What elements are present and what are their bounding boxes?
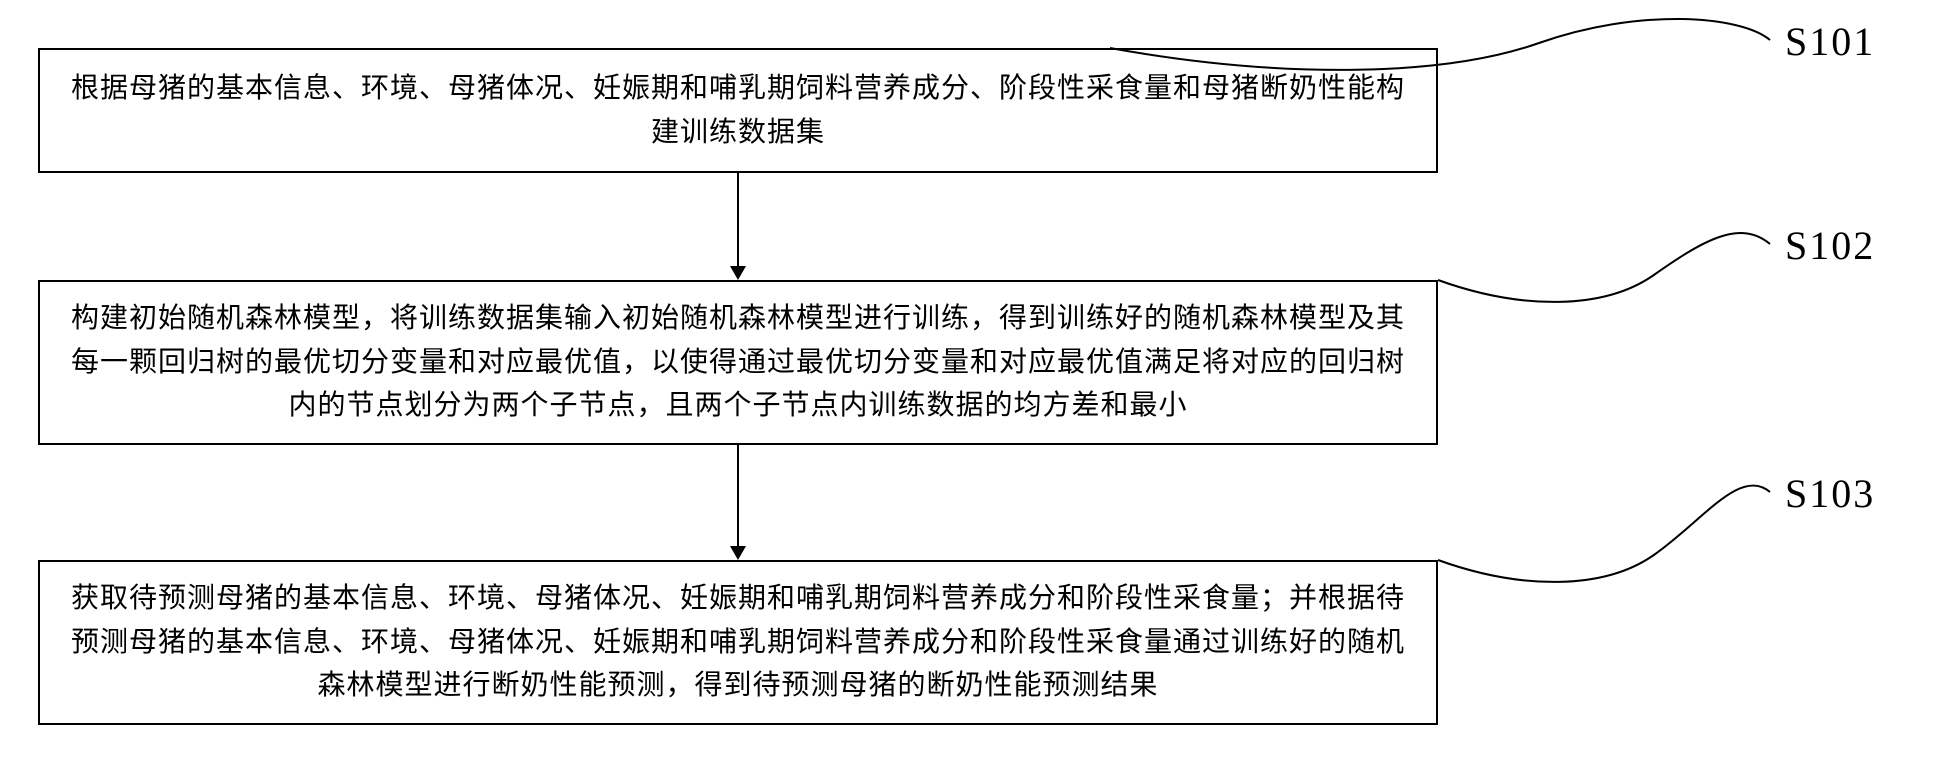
step-label-s102: S102 [1785,222,1875,269]
step-box-s102: 构建初始随机森林模型，将训练数据集输入初始随机森林模型进行训练，得到训练好的随机… [38,280,1438,445]
arrow-line-1 [737,173,739,266]
flowchart-canvas: 根据母猪的基本信息、环境、母猪体况、妊娠期和哺乳期饲料营养成分、阶段性采食量和母… [0,0,1935,770]
callout-curve-s101 [1100,0,1780,88]
arrow-head-2 [730,546,746,560]
arrow-head-1 [730,266,746,280]
step-label-s103: S103 [1785,470,1875,517]
callout-curve-s103 [1428,452,1780,600]
step-text-s103: 获取待预测母猪的基本信息、环境、母猪体况、妊娠期和哺乳期饲料营养成分和阶段性采食… [60,577,1416,707]
callout-curve-s102 [1428,204,1780,320]
step-text-s102: 构建初始随机森林模型，将训练数据集输入初始随机森林模型进行训练，得到训练好的随机… [60,297,1416,427]
step-label-s101: S101 [1785,18,1875,65]
step-box-s103: 获取待预测母猪的基本信息、环境、母猪体况、妊娠期和哺乳期饲料营养成分和阶段性采食… [38,560,1438,725]
arrow-line-2 [737,445,739,546]
